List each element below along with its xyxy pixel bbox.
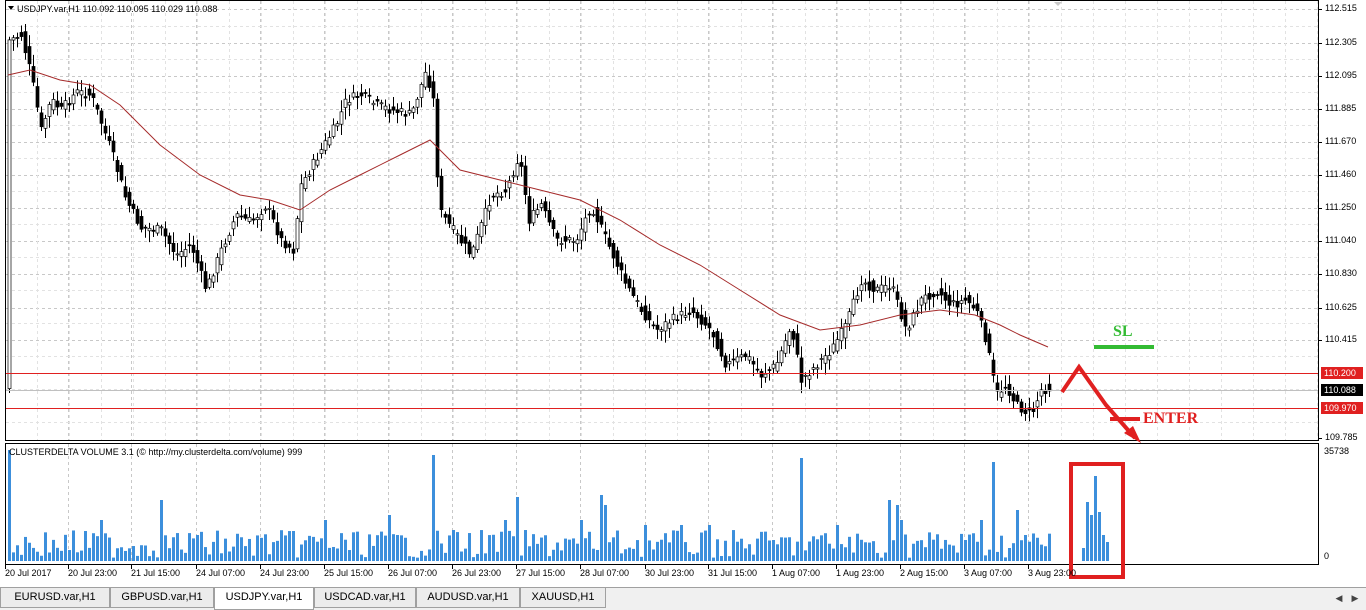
time-tick-label: 31 Jul 15:00 [708, 568, 758, 578]
enter-label: ENTER [1143, 410, 1199, 427]
horizontal-lines [6, 373, 1318, 409]
upper-level-badge: 110.200 [1321, 367, 1363, 379]
price-tick-label: 111.040 [1325, 235, 1357, 245]
time-tick-label: 3 Aug 07:00 [964, 568, 1013, 578]
time-tick-label: 1 Aug 07:00 [772, 568, 821, 578]
candlesticks [7, 23, 1052, 422]
time-tick-label: 2 Aug 15:00 [900, 568, 949, 578]
shift-marker-icon [1054, 2, 1062, 6]
enter-arrow[interactable] [1060, 363, 1137, 440]
indicator-title: CLUSTERDELTA VOLUME 3.1 (© http://my.clu… [9, 447, 303, 457]
tab-usdcad[interactable]: USDCAD.var,H1 [314, 588, 416, 608]
volume-max-label: 35738 [1324, 446, 1350, 456]
time-tick-label: 30 Jul 23:00 [645, 568, 695, 578]
tab-eurusd[interactable]: EURUSD.var,H1 [0, 588, 110, 608]
price-tick-label: 112.305 [1325, 37, 1357, 47]
time-tick-label: 1 Aug 23:00 [836, 568, 885, 578]
time-tick-label: 26 Jul 07:00 [388, 568, 438, 578]
time-tick-label: 20 Jul 2017 [5, 568, 52, 578]
price-tick-label: 110.415 [1325, 334, 1357, 344]
tab-gbpusd[interactable]: GBPUSD.var,H1 [110, 588, 214, 608]
time-tick-label: 25 Jul 15:00 [324, 568, 374, 578]
time-tick-label: 27 Jul 15:00 [516, 568, 566, 578]
time-tick-label: 21 Jul 15:00 [131, 568, 181, 578]
grid [5, 1, 1322, 569]
price-tick-label: 112.095 [1325, 70, 1357, 80]
chart-title: USDJPY.var,H1 110.092 110.095 110.029 11… [17, 4, 218, 14]
tab-xauusd[interactable]: XAUUSD,H1 [520, 588, 606, 608]
price-tick-label: 111.670 [1325, 136, 1357, 146]
price-tick-label: 110.830 [1325, 268, 1357, 278]
price-tick-label: 109.785 [1325, 432, 1358, 442]
time-tick-label: 24 Jul 23:00 [260, 568, 310, 578]
time-tick-label: 3 Aug 23:00 [1028, 568, 1077, 578]
main-chart-frame [5, 0, 1319, 441]
moving-average-line [7, 69, 1049, 348]
price-tick-label: 111.250 [1325, 202, 1357, 212]
tab-scroll-left-icon[interactable]: ◀ [1335, 593, 1343, 603]
time-tick-label: 24 Jul 07:00 [196, 568, 246, 578]
enter-arrow-head [1124, 426, 1141, 443]
highlight-box [1069, 462, 1125, 579]
chart-menu-icon[interactable] [8, 6, 14, 10]
sl-label: SL [1113, 323, 1133, 340]
tab-audusd[interactable]: AUDUSD.var,H1 [416, 588, 520, 608]
price-tick-label: 112.515 [1325, 3, 1357, 13]
tab-scroll-right-icon[interactable]: ▶ [1351, 593, 1359, 603]
chart-tab-bar: EURUSD.var,H1 GBPUSD.var,H1 USDJPY.var,H… [0, 587, 1366, 610]
current-price-badge: 110.088 [1321, 384, 1363, 396]
lower-level-badge: 109.970 [1321, 402, 1363, 414]
time-tick-label: 28 Jul 07:00 [580, 568, 630, 578]
time-tick-label: 20 Jul 23:00 [68, 568, 118, 578]
volume-bars [8, 450, 1109, 561]
time-tick-label: 26 Jul 23:00 [452, 568, 502, 578]
price-tick-label: 111.460 [1325, 169, 1357, 179]
price-tick-label: 110.625 [1325, 302, 1357, 312]
price-tick-label: 111.885 [1325, 103, 1357, 113]
volume-zero-label: 0 [1324, 551, 1330, 561]
tab-usdjpy[interactable]: USDJPY.var,H1 [214, 588, 314, 610]
chart-canvas[interactable] [0, 0, 1366, 587]
